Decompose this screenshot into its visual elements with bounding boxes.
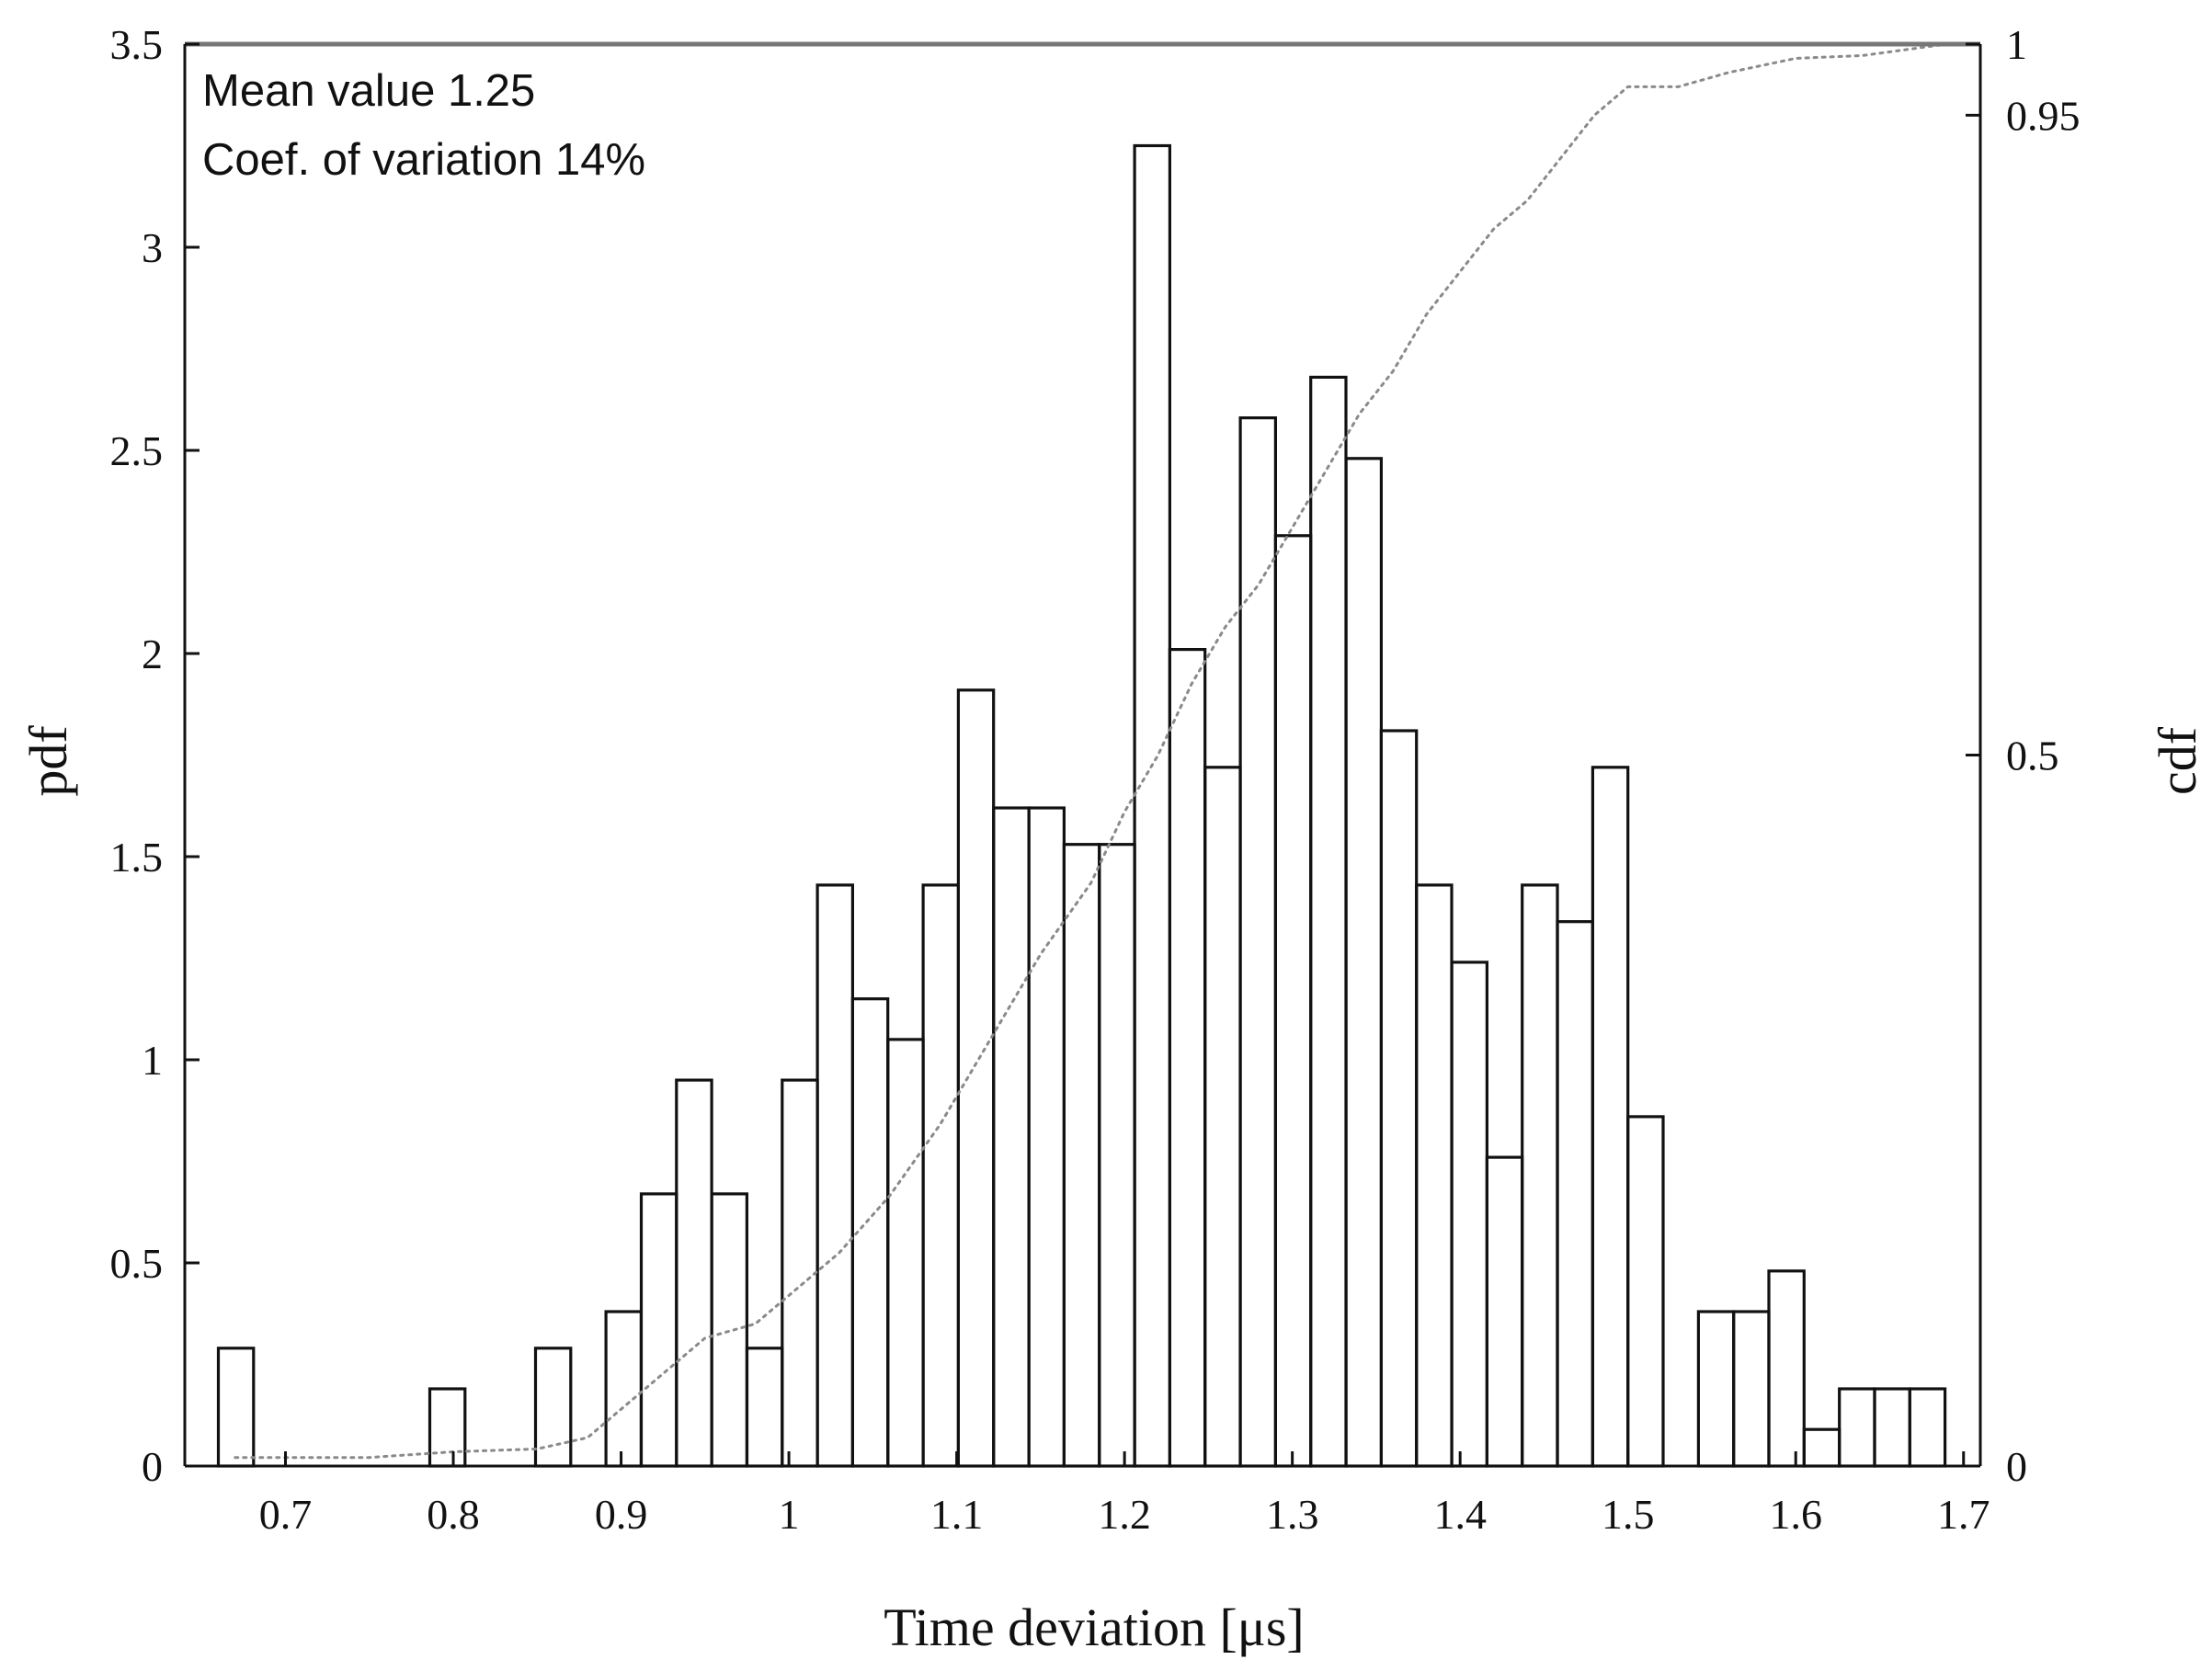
x-tick-label: 1.7 — [1937, 1491, 1990, 1538]
y-right-tick-label: 0 — [2006, 1443, 2027, 1490]
x-tick-label: 1.1 — [930, 1491, 984, 1538]
y-right-tick-label: 0.5 — [2006, 733, 2059, 779]
y-axis-left-title: pdf — [18, 725, 78, 797]
y-left-tick-label: 1 — [142, 1037, 163, 1084]
y-left-tick-label: 0.5 — [110, 1240, 164, 1287]
y-left-tick-label: 2 — [142, 631, 163, 677]
y-left-tick-label: 3 — [142, 224, 163, 271]
mean-value-annotation: Mean value 1.25 — [202, 66, 535, 116]
y-axis-right-title: cdf — [2148, 726, 2207, 795]
y-right-tick-label: 0.95 — [2006, 92, 2081, 139]
coef-variation-annotation: Coef. of variation 14% — [202, 135, 645, 185]
x-tick-label: 0.7 — [259, 1491, 313, 1538]
x-tick-label: 1.5 — [1602, 1491, 1655, 1538]
y-left-tick-label: 3.5 — [110, 21, 164, 68]
x-tick-label: 1.4 — [1433, 1491, 1487, 1538]
y-left-tick-label: 1.5 — [110, 834, 164, 881]
x-tick-label: 1.3 — [1266, 1491, 1319, 1538]
x-tick-label: 0.9 — [595, 1491, 648, 1538]
x-tick-label: 1.6 — [1769, 1491, 1822, 1538]
x-tick-label: 1.2 — [1098, 1491, 1151, 1538]
y-right-tick-label: 1 — [2006, 21, 2027, 68]
x-tick-label: 0.8 — [427, 1491, 480, 1538]
x-axis-title: Time deviation [μs] — [884, 1597, 1305, 1657]
y-left-tick-label: 0 — [142, 1443, 163, 1490]
x-tick-label: 1 — [779, 1491, 800, 1538]
cdf-curve — [234, 42, 1948, 1460]
y-left-tick-label: 2.5 — [110, 427, 164, 474]
